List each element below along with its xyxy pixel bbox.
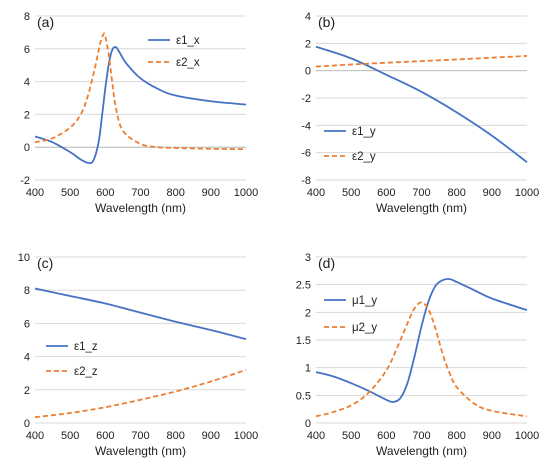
x-tick-label: 800: [166, 187, 184, 199]
series-line-1: [34, 287, 247, 341]
y-tick-label: 0: [305, 66, 311, 78]
y-tick-label: 0: [24, 418, 30, 430]
y-tick-label: 8: [24, 285, 30, 297]
x-tick-label: 400: [307, 187, 325, 199]
chart-panel-4: 0 0.5 1 1.5 2 2.5 3 400 500 600 700 800 900 1000 Wavel…: [296, 252, 540, 458]
y-tick-label: 4: [24, 352, 30, 364]
x-tick-label: 400: [307, 430, 325, 442]
panel-label: (c): [37, 255, 53, 271]
x-tick-label: 700: [412, 187, 430, 199]
y-tick-label: -8: [301, 175, 311, 187]
y-tick-label: 4: [305, 11, 311, 23]
series-line-1: [315, 278, 528, 403]
y-tick-label: 2: [24, 109, 30, 121]
x-tick-label: 900: [483, 430, 501, 442]
y-tick-label: -2: [20, 175, 30, 187]
legend-label: ε2_y: [352, 151, 376, 163]
x-tick-label: 1000: [234, 430, 258, 442]
series-line-2: [315, 301, 528, 418]
x-tick-label: 500: [61, 187, 79, 199]
x-tick-label: 1000: [234, 187, 258, 199]
x-tick-label: 600: [377, 187, 395, 199]
legend-label: ε1_y: [352, 126, 376, 138]
x-tick-label: 500: [342, 430, 360, 442]
panel-label: (a): [37, 14, 54, 30]
y-tick-label: 2.5: [296, 280, 311, 292]
x-axis-label: Wavelength (nm): [376, 444, 467, 458]
x-tick-label: 400: [26, 187, 44, 199]
x-tick-label: 700: [412, 430, 430, 442]
x-axis-label: Wavelength (nm): [376, 201, 467, 215]
y-tick-label: 3: [305, 252, 311, 264]
y-tick-label: 6: [24, 44, 30, 56]
y-tick-label: 1: [305, 363, 311, 375]
series-line-1: [34, 46, 247, 165]
x-tick-label: 1000: [515, 187, 539, 199]
x-tick-label: 900: [483, 187, 501, 199]
chart-panel-3: 0 2 4 6 8 10 400 500 600 700 800 900 1000 Wavelength …: [18, 252, 258, 458]
x-tick-label: 700: [131, 187, 149, 199]
x-tick-label: 900: [202, 187, 220, 199]
x-axis-label: Wavelength (nm): [95, 444, 186, 458]
y-tick-label: 1.5: [296, 335, 311, 347]
legend-label: ε2_x: [176, 57, 200, 69]
y-tick-label: 6: [24, 318, 30, 330]
y-tick-label: 2: [24, 385, 30, 397]
y-tick-label: -2: [301, 93, 311, 105]
y-tick-label: 10: [18, 252, 30, 264]
series-line-2: [315, 55, 528, 68]
legend-label: μ2_y: [352, 322, 377, 334]
legend-label: ε1_z: [74, 341, 98, 353]
series-line-2: [34, 369, 247, 419]
series-line-2: [34, 32, 247, 151]
x-tick-label: 600: [96, 430, 114, 442]
chart-panel-1: -2 0 2 4 6 8 400 500 600 700 800 900 1000 Wavelength …: [20, 11, 258, 215]
legend-label: ε2_z: [74, 366, 98, 378]
x-axis-label: Wavelength (nm): [95, 201, 186, 215]
legend-label: μ1_y: [352, 295, 377, 307]
y-tick-label: 4: [24, 77, 30, 89]
x-tick-label: 1000: [515, 430, 539, 442]
y-tick-label: 0.5: [296, 390, 311, 402]
y-tick-label: 0: [24, 142, 30, 154]
x-tick-label: 500: [61, 430, 79, 442]
panel-label: (b): [318, 14, 335, 30]
x-tick-label: 800: [166, 430, 184, 442]
panel-label: (d): [318, 255, 335, 271]
x-tick-label: 600: [377, 430, 395, 442]
y-tick-label: -6: [301, 148, 311, 160]
chart-panel-2: -8 -6 -4 -2 0 2 4 400 500 600 700 800 900 1000 Wavelen…: [301, 11, 539, 215]
x-tick-label: 900: [202, 430, 220, 442]
x-tick-label: 400: [26, 430, 44, 442]
y-tick-label: -4: [301, 120, 311, 132]
series-line-1: [315, 45, 528, 163]
x-tick-label: 700: [131, 430, 149, 442]
y-tick-label: 2: [305, 307, 311, 319]
y-tick-label: 2: [305, 38, 311, 50]
x-tick-label: 800: [447, 187, 465, 199]
y-tick-label: 8: [24, 11, 30, 23]
x-tick-label: 500: [342, 187, 360, 199]
y-tick-label: 0: [305, 418, 311, 430]
x-tick-label: 800: [447, 430, 465, 442]
x-tick-label: 600: [96, 187, 114, 199]
legend-label: ε1_x: [176, 35, 200, 47]
